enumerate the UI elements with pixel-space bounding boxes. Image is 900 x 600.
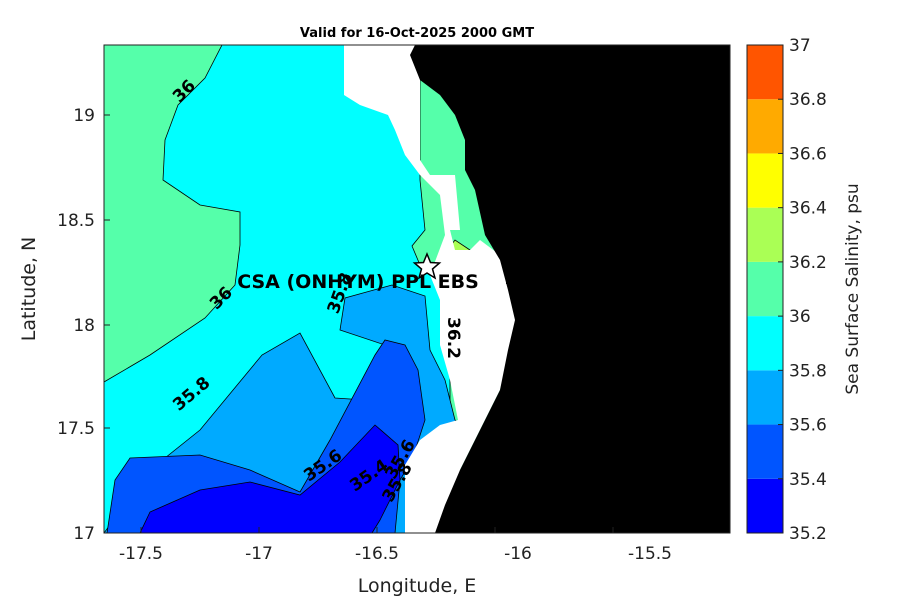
colorbar-tick-label: 35.6 (789, 416, 827, 436)
colorbar-frame (746, 44, 784, 534)
land-mass (410, 45, 730, 533)
x-tick-label: -17.5 (119, 544, 163, 564)
colorbar-segment (747, 478, 783, 533)
y-tick-label: 18.5 (57, 211, 95, 231)
y-tick-label: 19 (73, 106, 95, 126)
star-icon (412, 252, 442, 280)
y-axis-label: Latitude, N (18, 237, 40, 342)
colorbar-tick-label: 36.8 (789, 90, 827, 110)
colorbar-tick-label: 35.2 (789, 524, 827, 544)
colorbar: 37 36.8 36.6 36.4 36.2 36 35.8 35.6 35.4 35.2 (746, 36, 827, 544)
map-title: Valid for 16-Oct-2025 2000 GMT (300, 26, 534, 41)
colorbar-label: Sea Surface Salinity, psu (843, 183, 863, 394)
colorbar-segment (747, 424, 783, 479)
no-data-region (344, 45, 518, 533)
colorbar-segment (747, 99, 783, 154)
colorbar-segment (747, 261, 783, 317)
salinity-band-35.2-35.4 (139, 424, 401, 533)
map-frame (103, 44, 731, 534)
colorbar-segment (747, 45, 783, 100)
colorbar-segment (747, 370, 783, 425)
x-tick-label: -16.5 (355, 544, 399, 564)
x-axis-label: Longitude, E (358, 575, 477, 597)
colorbar-tick-label: 35.8 (789, 361, 827, 381)
colorbar-segment (747, 207, 783, 262)
colorbar-tick-label: 35.4 (789, 470, 827, 490)
colorbar-segment (747, 153, 783, 208)
y-axis: 19 18.5 18 17.5 17 Latitude, N (18, 106, 110, 544)
colorbar-segment (747, 316, 783, 371)
y-tick-label: 17 (73, 524, 95, 544)
colorbar-tick-label: 36.2 (789, 253, 827, 273)
colorbar-tick-label: 36.6 (789, 144, 827, 164)
x-tick-label: -15.5 (628, 544, 672, 564)
x-tick-label: -16 (504, 544, 532, 564)
contour-label: 36.2 (443, 317, 463, 359)
colorbar-tick-label: 36.4 (789, 199, 827, 219)
colorbar-tick-label: 37 (789, 36, 811, 56)
map-area (104, 45, 730, 533)
y-tick-label: 18 (73, 316, 95, 336)
y-tick-label: 17.5 (57, 419, 95, 439)
colorbar-tick-label: 36 (789, 307, 811, 327)
x-tick-label: -17 (245, 544, 273, 564)
station-label: CSA (ONHYM) PPL EBS (237, 271, 479, 293)
x-axis: -17.5 -17 -16.5 -16 -15.5 Longitude, E (119, 527, 672, 597)
